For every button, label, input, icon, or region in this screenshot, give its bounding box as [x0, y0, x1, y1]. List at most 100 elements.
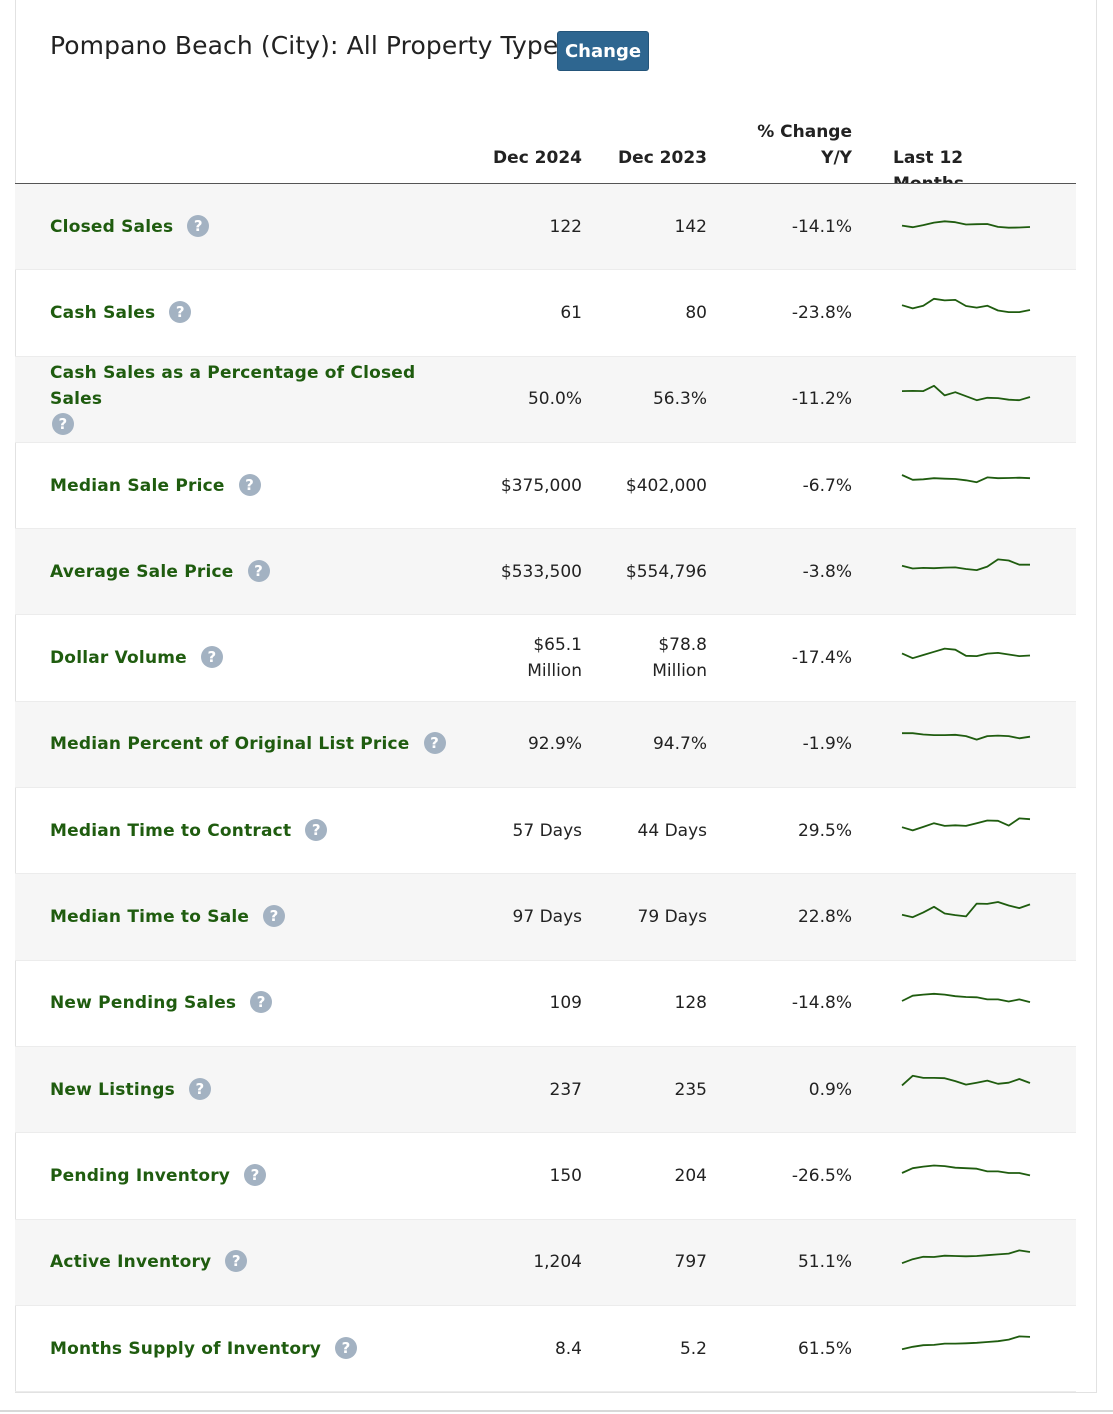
- previous-value-text: 94.7%: [652, 734, 707, 755]
- current-value: 1,204: [470, 1220, 582, 1305]
- current-value-text: 61: [560, 302, 582, 323]
- sparkline-chart: [902, 732, 1031, 741]
- current-value-text: 50.0%: [527, 389, 582, 410]
- current-value: 97 Days: [470, 874, 582, 959]
- previous-value-text: 5.2: [679, 1338, 707, 1359]
- metric-label: Average Sale Price?: [50, 559, 270, 585]
- current-value-text: 57 Days: [512, 820, 582, 841]
- sparkline-series: [901, 474, 1031, 483]
- sparkline-chart: [901, 298, 1031, 314]
- metric-label-text: New Listings: [50, 1079, 175, 1100]
- previous-value-text: Million: [652, 661, 707, 682]
- previous-value: $78.8 Million: [595, 615, 707, 700]
- change-value-text: 29.5%: [797, 820, 852, 841]
- help-icon[interactable]: ?: [305, 818, 328, 841]
- sparkline-series: [901, 1249, 1031, 1264]
- sparkline-chart: [901, 648, 1031, 660]
- sparkline-series: [901, 1074, 1031, 1087]
- sparkline-series: [901, 648, 1031, 660]
- table-row: New Pending Sales? 109 128 -14.8%: [15, 961, 1076, 1047]
- sparkline-series: [901, 992, 1031, 1003]
- change-value-text: 22.8%: [797, 907, 852, 928]
- help-icon[interactable]: ?: [188, 1077, 211, 1100]
- metric-label: Closed Sales?: [50, 214, 210, 240]
- previous-value: 235: [595, 1047, 707, 1132]
- previous-value-text: 204: [674, 1165, 707, 1186]
- metric-label-cell: Average Sale Price?: [50, 529, 470, 614]
- help-icon[interactable]: ?: [225, 1250, 248, 1273]
- metric-label-cell: Months Supply of Inventory?: [50, 1306, 470, 1391]
- metric-label: Cash Sales?: [50, 300, 192, 326]
- help-icon[interactable]: ?: [244, 1163, 267, 1186]
- sparkline-series: [902, 732, 1031, 741]
- metric-label: Median Sale Price?: [50, 473, 261, 499]
- change-value-text: -23.8%: [791, 302, 852, 323]
- metric-label-text: Cash Sales: [50, 302, 156, 323]
- current-value: 8.4: [470, 1306, 582, 1391]
- change-button[interactable]: Change: [557, 31, 649, 71]
- column-header-previous: Dec 2023: [618, 148, 707, 168]
- table-row: Median Percent of Original List Price? 92…: [15, 701, 1076, 789]
- metric-label-cell: Cash Sales as a Percentage of Closed Sal…: [50, 357, 470, 442]
- change-value-text: -17.4%: [791, 648, 852, 669]
- change-value-text: -11.2%: [791, 389, 852, 410]
- help-icon[interactable]: ?: [169, 300, 192, 323]
- sparkline-chart: [901, 384, 1031, 401]
- current-value-text: 8.4: [554, 1338, 582, 1359]
- previous-value-text: 128: [674, 993, 707, 1014]
- change-value: -11.2%: [740, 357, 852, 442]
- help-icon[interactable]: ?: [263, 905, 286, 928]
- current-value: 50.0%: [470, 357, 582, 442]
- sparkline-chart: [901, 474, 1031, 483]
- change-value: 61.5%: [740, 1306, 852, 1391]
- table-row: Pending Inventory? 150 204 -26.5%: [15, 1133, 1076, 1220]
- metric-label: Months Supply of Inventory?: [50, 1336, 358, 1362]
- change-value: -17.4%: [740, 615, 852, 700]
- help-icon[interactable]: ?: [250, 991, 273, 1014]
- change-value-text: 0.9%: [808, 1079, 852, 1100]
- sparkline-chart: [901, 817, 1031, 832]
- table-row: Dollar Volume? $65.1 Million $78.8 Million -1…: [15, 615, 1076, 702]
- help-icon[interactable]: ?: [200, 646, 223, 669]
- previous-value: 797: [595, 1220, 707, 1305]
- current-value-text: 1,204: [533, 1252, 582, 1273]
- sparkline-chart: [901, 1249, 1031, 1264]
- sparkline-series: [901, 1164, 1031, 1177]
- table-row: Active Inventory? 1,204 797 51.1%: [15, 1219, 1076, 1306]
- metric-label-cell: Dollar Volume?: [50, 615, 470, 700]
- change-value-text: -14.8%: [791, 993, 852, 1014]
- metric-label-text: Months Supply of Inventory: [50, 1338, 322, 1359]
- metric-label-cell: Pending Inventory?: [50, 1133, 470, 1218]
- metric-label: Median Percent of Original List Price?: [50, 731, 446, 757]
- current-value-text: Million: [527, 661, 582, 682]
- column-header-change: % Change Y/Y: [740, 119, 852, 171]
- help-icon[interactable]: ?: [423, 732, 446, 755]
- help-icon[interactable]: ?: [238, 473, 261, 496]
- sparkline-series: [901, 1335, 1031, 1350]
- current-value-text: $65.1: [533, 635, 582, 656]
- help-icon[interactable]: ?: [187, 214, 210, 237]
- previous-value-text: 44 Days: [637, 820, 707, 841]
- current-value-text: $533,500: [500, 561, 582, 582]
- change-value: 0.9%: [740, 1047, 852, 1132]
- previous-value-text: $78.8: [658, 635, 707, 656]
- metric-label: Active Inventory?: [50, 1249, 248, 1275]
- previous-value: 80: [595, 270, 707, 355]
- sparkline-chart: [901, 901, 1031, 919]
- change-value: -23.8%: [740, 270, 852, 355]
- current-value: 57 Days: [470, 788, 582, 873]
- help-icon[interactable]: ?: [52, 413, 74, 436]
- sparkline-series: [901, 384, 1031, 401]
- metric-label: Median Time to Contract?: [50, 818, 328, 844]
- table-row: Median Sale Price? $375,000 $402,000 -6.7%: [15, 443, 1076, 530]
- previous-value: $402,000: [595, 443, 707, 528]
- help-icon[interactable]: ?: [335, 1336, 358, 1359]
- metric-label: Median Time to Sale?: [50, 904, 286, 930]
- current-value: 109: [470, 961, 582, 1046]
- change-value: -14.1%: [740, 184, 852, 269]
- previous-value-text: 797: [674, 1252, 707, 1273]
- metric-label-cell: Median Time to Contract?: [50, 788, 470, 873]
- metrics-table-body: Closed Sales? 122 142 -14.1% Cash Sales? 61 80…: [15, 184, 1076, 1393]
- help-icon[interactable]: ?: [247, 559, 270, 582]
- metric-label-text: Median Time to Sale: [50, 907, 250, 928]
